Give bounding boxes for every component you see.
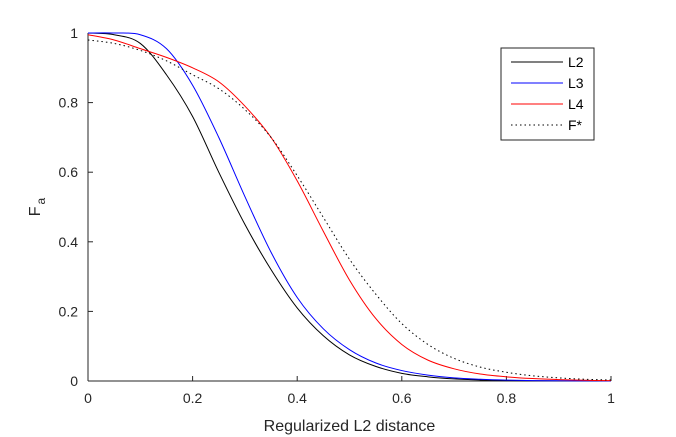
x-tick-label: 1 <box>607 390 615 406</box>
y-tick-label: 0 <box>70 373 78 389</box>
plot-area: 0 0.2 0.4 0.6 0.8 1 0 0.2 0.4 0.6 0.8 1 <box>59 25 616 406</box>
y-tick-label: 0.8 <box>59 95 79 111</box>
legend: L2 L3 L4 F* <box>500 47 595 141</box>
x-tick-label: 0.8 <box>497 390 517 406</box>
y-tick-label: 0.6 <box>59 164 79 180</box>
legend-label: L2 <box>568 54 584 70</box>
y-axis-label-main: F <box>27 206 44 216</box>
legend-label: L4 <box>568 96 584 112</box>
legend-label: F* <box>568 117 583 133</box>
y-tick-label: 0.4 <box>59 234 79 250</box>
x-tick-label: 0 <box>84 390 92 406</box>
x-tick-label: 0.2 <box>183 390 203 406</box>
y-axis-label-group: Fa <box>27 197 48 216</box>
y-tick-label: 1 <box>70 25 78 41</box>
series-line-l3 <box>87 32 612 382</box>
y-ticks: 0 0.2 0.4 0.6 0.8 1 <box>59 25 93 389</box>
x-tick-label: 0.6 <box>392 390 412 406</box>
y-tick-label: 0.2 <box>59 303 79 319</box>
legend-label: L3 <box>568 75 584 91</box>
series-line-l4 <box>87 34 612 382</box>
x-ticks: 0 0.2 0.4 0.6 0.8 1 <box>84 376 615 406</box>
series-line-f <box>87 39 612 381</box>
series-lines <box>87 32 612 382</box>
x-axis-label: Regularized L2 distance <box>264 418 436 435</box>
y-axis-label-subscript: a <box>34 197 48 204</box>
x-tick-label: 0.4 <box>287 390 307 406</box>
y-axis-label: Fa <box>27 197 48 216</box>
